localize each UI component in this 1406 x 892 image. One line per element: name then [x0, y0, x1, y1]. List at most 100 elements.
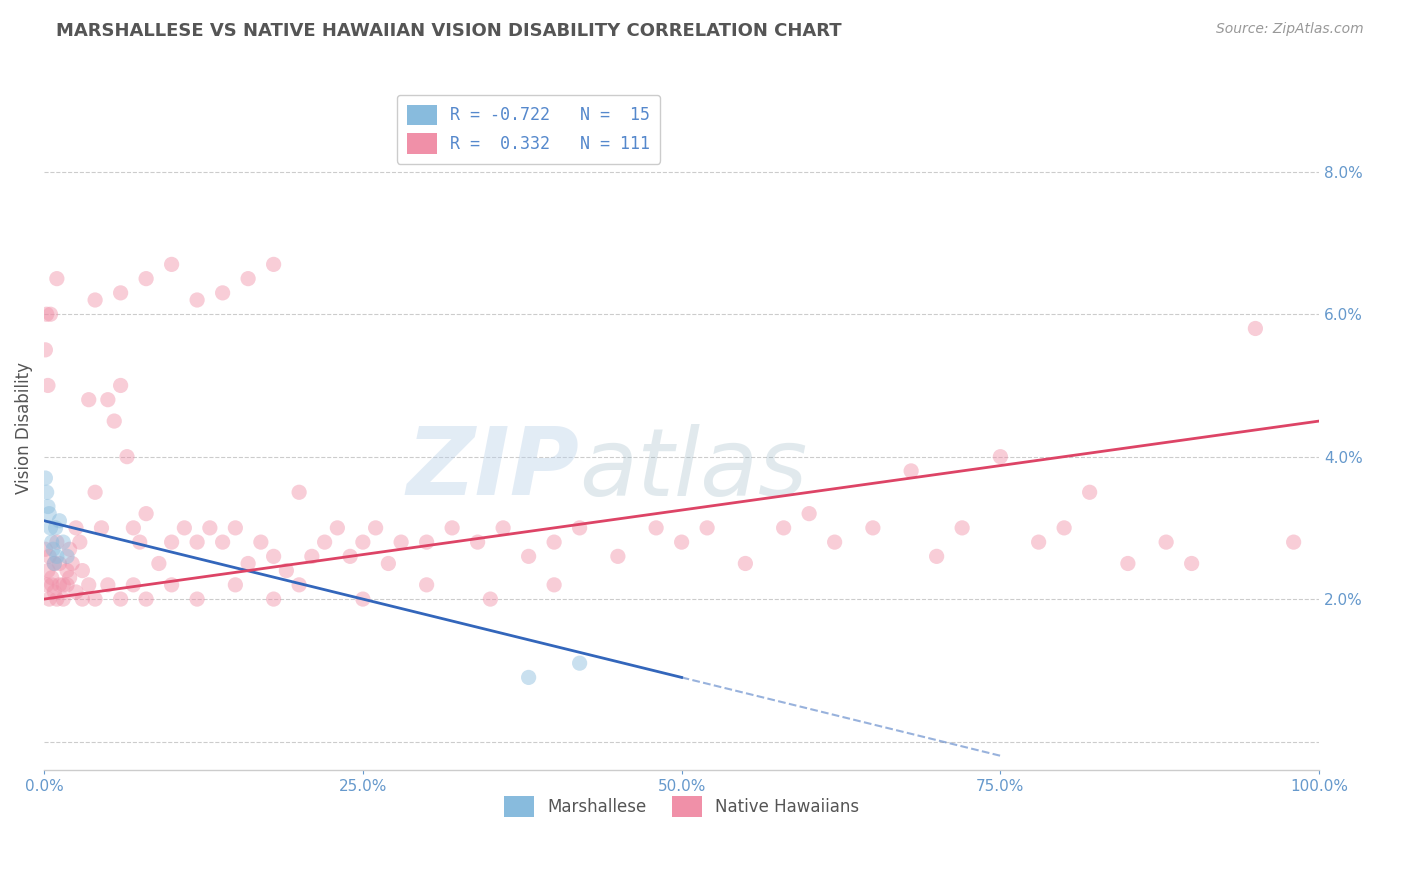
Point: [568, 521, 591, 535]
Point: [65, 521, 87, 535]
Point: [45, 535, 67, 549]
Point: [1154, 535, 1177, 549]
Point: [38, 549, 60, 564]
Point: [1116, 557, 1139, 571]
Point: [122, 578, 145, 592]
Point: [52, 592, 75, 607]
Text: Source: ZipAtlas.com: Source: ZipAtlas.com: [1216, 22, 1364, 37]
Point: [52, 535, 75, 549]
Point: [160, 578, 183, 592]
Point: [77, 392, 100, 407]
Point: [224, 578, 246, 592]
Point: [389, 535, 412, 549]
Point: [103, 414, 125, 428]
Point: [128, 535, 150, 549]
Point: [84, 592, 107, 607]
Point: [364, 521, 387, 535]
Point: [224, 521, 246, 535]
Point: [276, 564, 298, 578]
Point: [339, 549, 361, 564]
Point: [44, 557, 66, 571]
Point: [48, 557, 70, 571]
Point: [60, 557, 83, 571]
Point: [288, 485, 311, 500]
Point: [35, 485, 58, 500]
Point: [110, 378, 132, 392]
Point: [35, 578, 58, 592]
Point: [517, 670, 540, 684]
Point: [467, 535, 489, 549]
Point: [160, 257, 183, 271]
Point: [65, 585, 87, 599]
Point: [37, 500, 59, 514]
Point: [211, 285, 233, 300]
Point: [1181, 557, 1204, 571]
Legend: Marshallese, Native Hawaiians: Marshallese, Native Hawaiians: [498, 789, 866, 823]
Point: [645, 521, 668, 535]
Point: [671, 535, 693, 549]
Point: [862, 521, 884, 535]
Point: [301, 549, 323, 564]
Point: [52, 578, 75, 592]
Point: [314, 535, 336, 549]
Point: [148, 557, 170, 571]
Text: atlas: atlas: [579, 424, 808, 515]
Y-axis label: Vision Disability: Vision Disability: [15, 362, 32, 494]
Point: [59, 571, 82, 585]
Point: [1282, 535, 1305, 549]
Point: [135, 507, 157, 521]
Point: [56, 564, 79, 578]
Point: [326, 521, 349, 535]
Point: [606, 549, 628, 564]
Point: [900, 464, 922, 478]
Point: [1028, 535, 1050, 549]
Point: [97, 392, 120, 407]
Point: [77, 578, 100, 592]
Point: [925, 549, 948, 564]
Point: [236, 557, 259, 571]
Point: [37, 378, 59, 392]
Point: [84, 485, 107, 500]
Point: [45, 549, 67, 564]
Point: [72, 564, 94, 578]
Point: [543, 535, 565, 549]
Point: [110, 285, 132, 300]
Point: [250, 535, 273, 549]
Point: [479, 592, 502, 607]
Point: [288, 578, 311, 592]
Text: ZIP: ZIP: [406, 423, 579, 516]
Point: [59, 542, 82, 557]
Point: [35, 307, 58, 321]
Point: [186, 535, 208, 549]
Point: [34, 471, 56, 485]
Text: MARSHALLESE VS NATIVE HAWAIIAN VISION DISABILITY CORRELATION CHART: MARSHALLESE VS NATIVE HAWAIIAN VISION DI…: [56, 22, 842, 40]
Point: [42, 542, 65, 557]
Point: [122, 521, 145, 535]
Point: [797, 507, 820, 521]
Point: [41, 571, 63, 585]
Point: [34, 542, 56, 557]
Point: [734, 557, 756, 571]
Point: [517, 549, 540, 564]
Point: [84, 293, 107, 307]
Point: [45, 271, 67, 285]
Point: [186, 293, 208, 307]
Point: [45, 521, 67, 535]
Point: [263, 257, 285, 271]
Point: [415, 578, 437, 592]
Point: [37, 564, 59, 578]
Point: [97, 578, 120, 592]
Point: [198, 521, 221, 535]
Point: [352, 535, 374, 549]
Point: [990, 450, 1012, 464]
Point: [186, 592, 208, 607]
Point: [211, 535, 233, 549]
Point: [492, 521, 515, 535]
Point: [236, 271, 259, 285]
Point: [44, 585, 66, 599]
Point: [135, 271, 157, 285]
Point: [441, 521, 464, 535]
Point: [41, 535, 63, 549]
Point: [1078, 485, 1101, 500]
Point: [48, 514, 70, 528]
